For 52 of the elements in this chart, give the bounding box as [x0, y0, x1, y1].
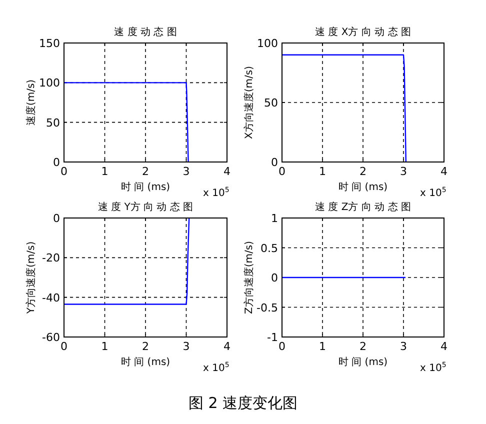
- x-tick-label: 3: [400, 165, 407, 178]
- text: x 10$^{5}$: [203, 186, 230, 199]
- y-tick-label: 0: [53, 212, 60, 225]
- y-axis-title: Z方向速度(m/s): [243, 240, 255, 314]
- chart-title: 速 度 Z方 向 动 态 图: [315, 201, 411, 213]
- x-tick-label: 4: [440, 165, 448, 178]
- x-tick-label: 4: [224, 165, 230, 178]
- x-tick-label: 3: [182, 340, 190, 353]
- chart-title: 速 度 Y方 向 动 态 图: [98, 201, 194, 213]
- y-tick-label: -0.5: [256, 301, 278, 314]
- x-tick-label: 2: [360, 165, 366, 178]
- y-tick-label: 50: [46, 116, 60, 130]
- line-series: [63, 82, 189, 163]
- y-tick-label: 1: [271, 212, 278, 225]
- y-tick-label: -60: [42, 331, 60, 344]
- line-series: [63, 217, 190, 305]
- x-tick-label: 1: [101, 165, 108, 178]
- text: x 10$^{5}$: [203, 361, 230, 374]
- x-axis-title: 时 间 (ms): [120, 356, 170, 368]
- x-tick-label: 2: [142, 165, 149, 178]
- y-tick-label: -40: [42, 291, 60, 304]
- y-tick-label: -1: [267, 331, 278, 344]
- y-axis-title: 速度(m/s): [25, 79, 37, 126]
- y-axis-title: X方向速度(m/s): [243, 66, 255, 139]
- line-series: [281, 54, 407, 163]
- y-tick-label: 100: [257, 37, 278, 50]
- y-tick-label: 150: [39, 37, 60, 50]
- x-tick-label: 3: [400, 340, 407, 353]
- y-tick-label: 0.5: [260, 242, 278, 255]
- x-tick-label: 3: [182, 165, 190, 178]
- x-axis-title: 时 间 (ms): [338, 356, 388, 368]
- y-tick-label: 50: [264, 96, 278, 110]
- chart-title: 速 度 X方 向 动 态 图: [315, 26, 411, 38]
- y-tick-label: 0: [271, 156, 278, 169]
- chart-title: 速 度 动 态 图: [114, 26, 177, 38]
- text: x 10$^{5}$: [420, 186, 446, 199]
- y-tick-label: 0: [53, 156, 60, 169]
- x-axis-title: 时 间 (ms): [120, 181, 170, 193]
- x-axis-title: 时 间 (ms): [338, 181, 388, 193]
- y-axis-title: Y方向速度(m/s): [25, 241, 37, 315]
- caption: 图 2 速度变化图: [188, 394, 298, 412]
- x-tick-label: 1: [319, 340, 326, 353]
- y-tick-label: -20: [42, 252, 60, 265]
- x-tick-label: 2: [142, 340, 149, 353]
- y-tick-label: 100: [39, 76, 60, 90]
- x-tick-label: 4: [224, 340, 230, 353]
- x-tick-label: 2: [360, 340, 366, 353]
- x-tick-label: 4: [440, 340, 448, 353]
- x-tick-label: 1: [101, 340, 108, 353]
- text: x 10$^{5}$: [420, 361, 446, 374]
- y-tick-label: 0: [271, 272, 278, 284]
- x-tick-label: 1: [319, 165, 326, 178]
